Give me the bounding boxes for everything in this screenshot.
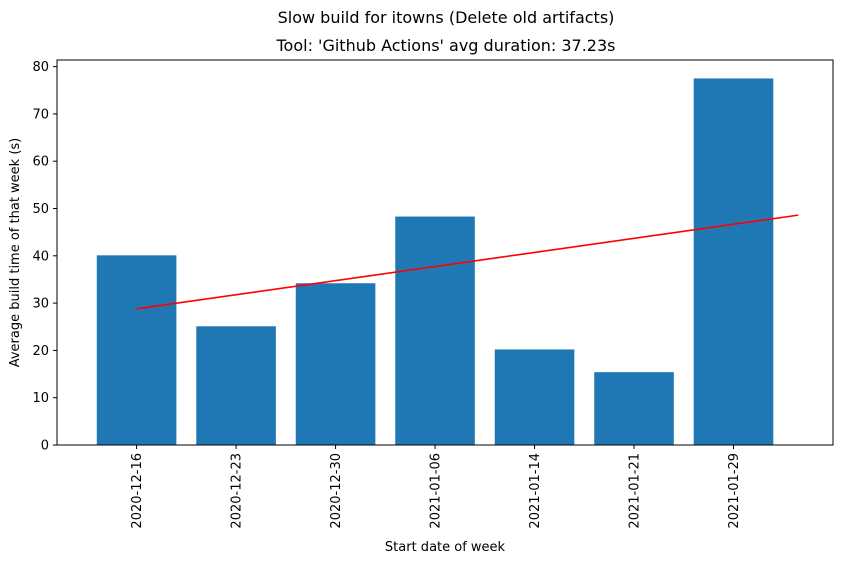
bar — [395, 216, 475, 445]
y-tick-label: 70 — [32, 107, 49, 122]
bar — [96, 255, 177, 445]
y-tick-label: 40 — [32, 249, 49, 264]
chart-suptitle: Slow build for itowns (Delete old artifa… — [278, 8, 615, 27]
plot-area — [96, 78, 799, 445]
y-tick-label: 10 — [32, 391, 49, 406]
trend-line — [136, 214, 799, 310]
y-tick-label: 0 — [41, 439, 49, 454]
y-axis-label: Average build time of that week (s) — [8, 138, 23, 368]
x-tick-label: 2020-12-16 — [130, 453, 145, 529]
bar — [494, 349, 575, 445]
x-tick-label: 2020-12-23 — [230, 453, 245, 529]
x-axis-label: Start date of week — [385, 540, 506, 555]
bar — [693, 78, 774, 445]
x-tick-label: 2021-01-06 — [429, 453, 444, 529]
y-tick-label: 60 — [32, 155, 49, 170]
y-tick-label: 30 — [32, 297, 49, 312]
bar — [196, 326, 276, 445]
x-tick-label: 2021-01-29 — [727, 453, 742, 529]
bar — [295, 283, 376, 445]
x-tick-label: 2021-01-21 — [628, 453, 643, 529]
x-tick-label: 2020-12-30 — [329, 453, 344, 529]
x-tick-label: 2021-01-14 — [528, 453, 543, 529]
chart-title: Tool: 'Github Actions' avg duration: 37.… — [276, 36, 616, 55]
axes-frame — [56, 59, 834, 446]
y-tick-label: 80 — [32, 60, 49, 75]
y-tick-label: 50 — [32, 202, 49, 217]
bar — [594, 372, 674, 445]
y-tick-label: 20 — [32, 344, 49, 359]
